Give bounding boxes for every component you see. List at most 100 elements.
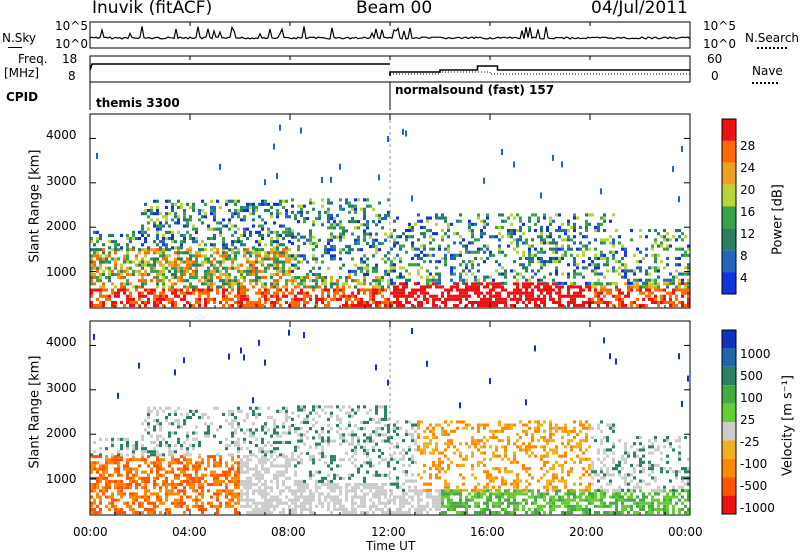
heat-cell xyxy=(276,209,279,213)
heat-cell xyxy=(372,220,375,224)
heat-cell xyxy=(447,225,450,229)
heat-cell xyxy=(657,253,660,257)
heat-cell xyxy=(318,470,321,474)
heat-cell xyxy=(375,238,378,242)
heat-cell xyxy=(258,473,261,477)
heat-cell xyxy=(342,436,345,440)
heat-cell xyxy=(423,244,426,248)
heat-cell xyxy=(159,272,162,276)
heat-cell xyxy=(465,285,468,289)
heat-cell xyxy=(540,300,543,304)
heat-cell xyxy=(204,260,207,264)
heat-cell xyxy=(594,256,597,260)
heat-cell xyxy=(549,288,552,292)
heat-cell xyxy=(474,285,477,289)
heat-cell xyxy=(246,248,249,252)
heat-cell xyxy=(552,238,555,242)
heat-cell xyxy=(102,282,105,286)
heat-cell xyxy=(357,504,360,508)
heat-cell xyxy=(147,251,150,255)
heat-cell xyxy=(99,272,102,276)
heat-cell xyxy=(294,217,297,221)
heat-cell xyxy=(612,281,615,285)
heat-cell xyxy=(222,240,225,244)
heat-cell xyxy=(159,300,162,304)
heat-cell xyxy=(615,297,618,301)
heat-cell xyxy=(267,428,270,432)
heat-cell xyxy=(237,422,240,426)
heat-cell xyxy=(495,445,498,449)
heat-cell xyxy=(444,432,447,436)
heat-cell xyxy=(279,260,282,264)
heat-cell xyxy=(501,445,504,449)
heat-cell xyxy=(660,300,663,304)
heat-cell xyxy=(522,507,525,511)
heat-cell xyxy=(540,247,543,251)
heat-cell xyxy=(207,279,210,283)
heat-cell xyxy=(210,470,213,474)
heat-cell xyxy=(261,233,264,237)
heat-cell xyxy=(393,482,396,486)
heat-cell xyxy=(255,205,258,209)
heat-cell xyxy=(405,479,408,483)
heat-cell xyxy=(603,285,606,289)
heat-cell xyxy=(339,433,342,437)
heat-cell xyxy=(549,285,552,289)
heat-cell xyxy=(174,246,177,250)
heat-cell xyxy=(303,408,306,412)
heat-cell xyxy=(210,282,213,286)
heat-cell xyxy=(507,294,510,298)
heat-cell xyxy=(495,300,498,304)
heat-cell xyxy=(627,285,630,289)
heat-cell xyxy=(234,254,237,258)
heat-cell xyxy=(177,461,180,465)
heat-cell xyxy=(360,489,363,493)
heat-cell xyxy=(606,288,609,292)
heat-cell xyxy=(510,235,513,239)
heat-cell xyxy=(171,291,174,295)
heat-cell xyxy=(459,501,462,505)
heat-cell xyxy=(369,417,372,421)
heat-cell xyxy=(159,501,162,505)
heat-cell xyxy=(321,408,324,412)
heat-cell xyxy=(483,300,486,304)
heat-cell xyxy=(168,489,171,493)
heat-cell xyxy=(612,256,615,260)
heat-cell xyxy=(237,492,240,496)
heat-cell xyxy=(201,240,204,244)
heat-cell xyxy=(159,434,162,438)
heat-cell xyxy=(420,476,423,480)
heat-cell xyxy=(480,423,483,427)
heat-cell xyxy=(204,254,207,258)
heat-cell xyxy=(303,489,306,493)
heat-cell xyxy=(543,473,546,477)
heat-cell xyxy=(570,253,573,257)
heat-cell xyxy=(369,235,372,239)
heat-cell xyxy=(489,253,492,257)
heat-cell xyxy=(339,235,342,239)
heat-cell xyxy=(525,238,528,242)
heat-cell xyxy=(144,507,147,511)
heat-cell xyxy=(501,149,503,155)
heat-cell xyxy=(543,511,546,515)
heat-cell xyxy=(408,229,411,233)
heat-cell xyxy=(540,445,543,449)
heat-cell xyxy=(246,455,249,459)
heat-cell xyxy=(387,461,390,465)
heat-cell xyxy=(405,498,408,502)
heat-cell xyxy=(684,304,687,308)
heat-cell xyxy=(267,511,270,515)
heat-cell xyxy=(150,453,153,457)
heat-cell xyxy=(654,229,657,233)
heat-cell xyxy=(339,417,342,421)
heat-cell xyxy=(546,288,549,292)
heat-cell xyxy=(174,492,177,496)
heat-cell xyxy=(180,444,183,448)
heat-cell xyxy=(180,479,183,483)
heat-cell xyxy=(105,486,108,490)
heat-cell xyxy=(162,282,165,286)
heat-cell xyxy=(507,470,510,474)
heat-cell xyxy=(237,294,240,298)
heat-cell xyxy=(312,424,315,428)
heat-cell xyxy=(351,408,354,412)
